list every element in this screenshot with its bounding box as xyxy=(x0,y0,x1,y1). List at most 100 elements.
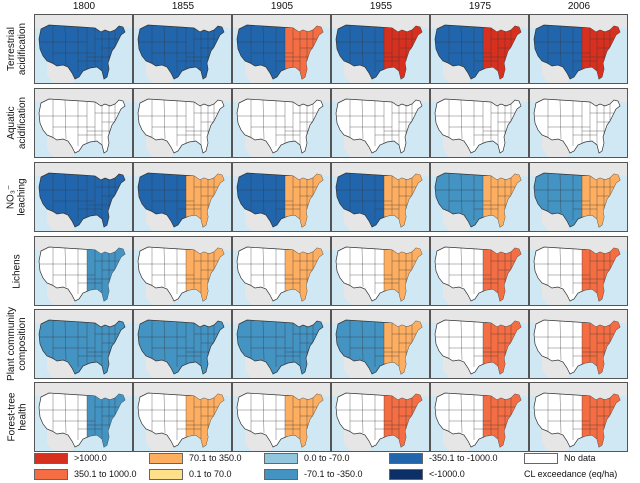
map-panel xyxy=(133,382,232,452)
canada-region xyxy=(35,15,132,32)
us-map xyxy=(134,15,231,83)
mexico-region xyxy=(344,135,372,157)
mexico-region xyxy=(47,135,75,157)
state-border xyxy=(559,99,562,140)
state-border xyxy=(64,247,67,288)
canada-region xyxy=(134,89,231,106)
map-panel xyxy=(34,309,133,379)
map-panel xyxy=(529,382,628,452)
us-map xyxy=(332,383,429,451)
eastern-exceedance-region xyxy=(87,394,125,447)
canada-region xyxy=(431,15,528,32)
canada-region xyxy=(233,15,330,32)
row-label: NO₃⁻ leaching xyxy=(0,162,34,232)
us-map xyxy=(530,237,627,305)
map-panel xyxy=(232,88,331,158)
map-panel xyxy=(133,309,232,379)
state-border xyxy=(64,320,67,361)
state-border xyxy=(262,393,265,434)
map-panel xyxy=(133,162,232,232)
mexico-region xyxy=(245,356,273,378)
mexico-region xyxy=(443,135,471,157)
map-panel xyxy=(331,309,430,379)
mexico-region xyxy=(344,283,372,305)
map-panel xyxy=(34,88,133,158)
mexico-region xyxy=(542,135,570,157)
us-map xyxy=(233,383,330,451)
state-border xyxy=(64,393,67,434)
mexico-region xyxy=(245,283,273,305)
eastern-exceedance-region xyxy=(384,248,422,301)
state-border xyxy=(460,173,463,214)
us-map xyxy=(134,310,231,378)
mexico-region xyxy=(245,209,273,231)
mexico-region xyxy=(542,283,570,305)
us-map xyxy=(332,15,429,83)
legend-swatch xyxy=(389,468,423,480)
eastern-exceedance-region xyxy=(582,394,620,447)
eastern-exceedance-region xyxy=(186,174,224,227)
us-map xyxy=(35,163,132,231)
canada-region xyxy=(332,237,429,254)
row-label-line: acidification xyxy=(17,96,29,150)
state-border xyxy=(559,393,562,434)
legend-item: No data xyxy=(524,452,596,464)
us-map xyxy=(332,237,429,305)
mexico-region xyxy=(344,209,372,231)
map-panel xyxy=(430,14,529,84)
legend-swatch xyxy=(149,452,183,464)
canada-region xyxy=(530,237,627,254)
state-border xyxy=(460,99,463,140)
mexico-region xyxy=(146,356,174,378)
map-panel xyxy=(529,309,628,379)
map-panel xyxy=(430,382,529,452)
map-panel xyxy=(529,162,628,232)
row-label-text: Lichens xyxy=(12,254,23,288)
state-border xyxy=(361,247,364,288)
canada-region xyxy=(431,89,528,106)
map-panel xyxy=(331,14,430,84)
row-label: Lichens xyxy=(0,236,34,306)
us-map xyxy=(431,15,528,83)
mexico-region xyxy=(443,209,471,231)
mexico-region xyxy=(146,429,174,451)
legend-item: >1000.0 xyxy=(34,452,107,464)
eastern-exceedance-region xyxy=(483,321,521,374)
row-label-line: Forest-tree xyxy=(6,392,17,442)
row-label: Terrestrial acidification xyxy=(0,14,34,84)
canada-region xyxy=(332,89,429,106)
state-border xyxy=(361,173,364,214)
us-landmass xyxy=(434,98,522,154)
state-border xyxy=(163,320,166,361)
mexico-region xyxy=(245,61,273,83)
canada-region xyxy=(332,15,429,32)
eastern-exceedance-region xyxy=(384,26,422,79)
legend-item: 0.0 to -70.0 xyxy=(264,452,350,464)
eastern-exceedance-region xyxy=(582,174,620,227)
us-map xyxy=(35,310,132,378)
us-landmass xyxy=(137,24,225,80)
canada-region xyxy=(431,163,528,180)
us-landmass xyxy=(137,319,225,375)
us-map xyxy=(134,89,231,157)
canada-region xyxy=(233,237,330,254)
row-label-line: Aquatic xyxy=(6,106,18,140)
legend-swatch xyxy=(264,452,298,464)
mexico-region xyxy=(146,283,174,305)
legend-item: <-1000.0 xyxy=(389,468,465,480)
us-map xyxy=(134,237,231,305)
canada-region xyxy=(530,15,627,32)
canada-region xyxy=(35,383,132,400)
state-border xyxy=(361,320,364,361)
legend-item: 350.1 to 1000.0 xyxy=(34,468,137,480)
canada-region xyxy=(134,383,231,400)
state-border xyxy=(262,173,265,214)
state-border xyxy=(262,247,265,288)
eastern-exceedance-region xyxy=(483,394,521,447)
state-border xyxy=(559,25,562,66)
legend-label: -350.1 to -1000.0 xyxy=(429,453,498,463)
canada-region xyxy=(431,383,528,400)
map-panel xyxy=(232,236,331,306)
mexico-region xyxy=(47,61,75,83)
eastern-exceedance-region xyxy=(582,26,620,79)
